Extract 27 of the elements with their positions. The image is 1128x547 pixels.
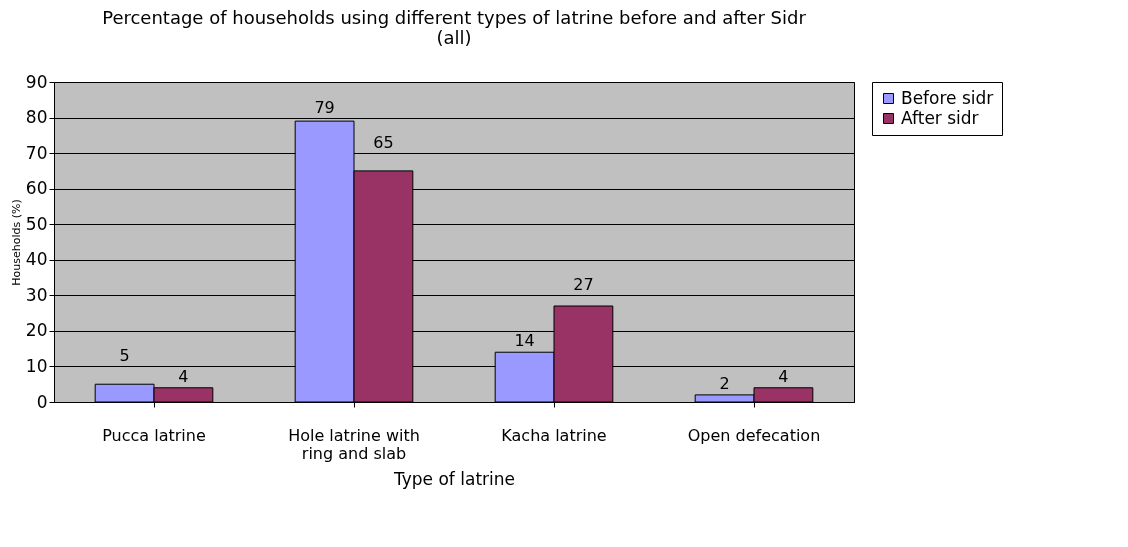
y-tick-label: 10	[25, 355, 48, 376]
chart-title: Percentage of households using different types of latrine before and after Sidr (all)	[102, 7, 807, 48]
y-tick-label: 40	[25, 249, 48, 270]
y-tick-label: 60	[25, 178, 48, 199]
data-label: 65	[373, 133, 394, 153]
y-tick-label: 90	[25, 71, 48, 92]
data-label: 14	[514, 331, 535, 351]
data-label: 4	[178, 366, 189, 386]
x-axis-title: Type of latrine	[393, 468, 515, 489]
data-label: 79	[314, 97, 335, 117]
x-tick-label: Kacha latrine	[501, 425, 607, 445]
data-label: 4	[778, 366, 789, 386]
data-label: 27	[573, 275, 594, 295]
legend-label: After sidr	[901, 107, 979, 128]
y-tick-label: 0	[36, 391, 48, 412]
y-tick-label: 30	[25, 284, 48, 305]
y-axis-title: Households (%)	[9, 199, 23, 286]
data-label: 2	[719, 373, 730, 393]
y-tick-label: 80	[25, 107, 48, 128]
legend-label: Before sidr	[901, 87, 994, 108]
data-label: 5	[119, 346, 130, 366]
y-tick-label: 50	[25, 213, 48, 234]
x-tick-label: Pucca latrine	[102, 425, 206, 445]
y-tick-label: 70	[25, 142, 48, 163]
x-tick-label: Hole latrine with ring and slab	[288, 425, 420, 463]
x-tick-label: Open defecation	[687, 425, 821, 445]
y-tick-label: 20	[25, 320, 48, 341]
